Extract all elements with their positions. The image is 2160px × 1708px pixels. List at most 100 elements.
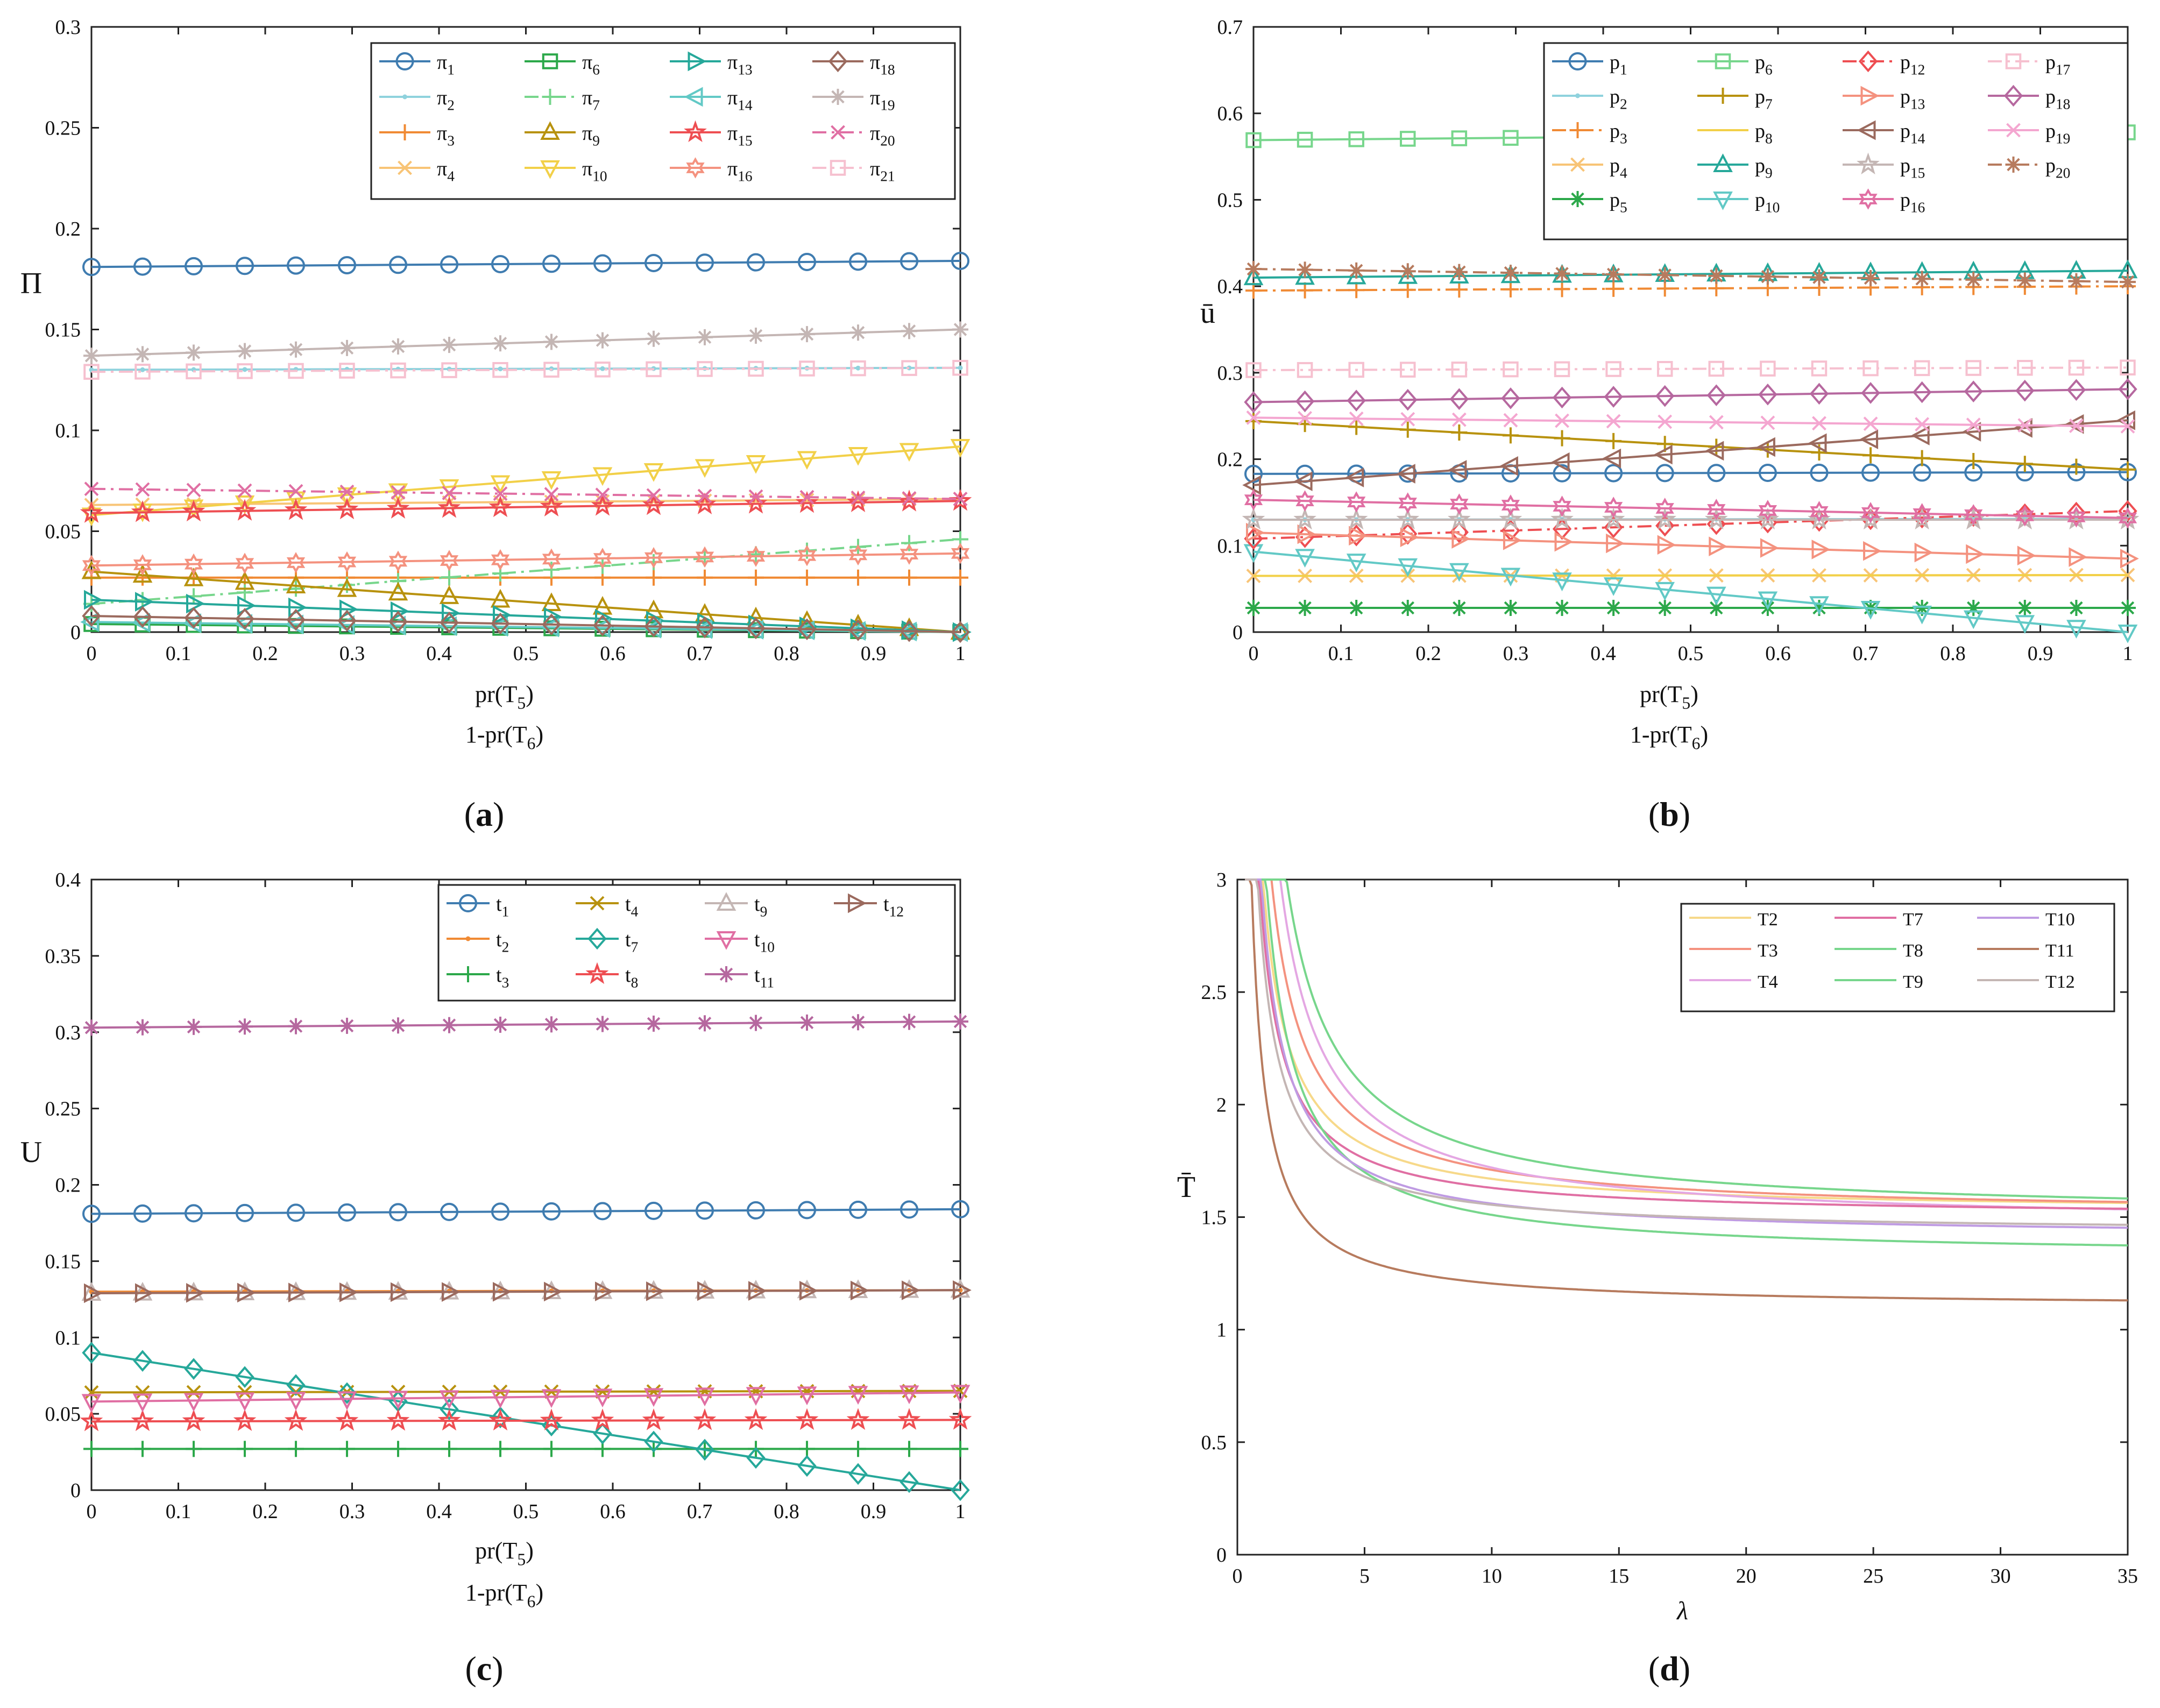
data-point: [953, 492, 968, 506]
data-point: [1398, 558, 1418, 577]
data-point: [286, 1392, 306, 1411]
series-line: [91, 1390, 961, 1394]
legend-marker: [2006, 123, 2021, 138]
x-tick-label: 0: [1249, 642, 1259, 665]
y-tick-label: 0: [1233, 621, 1243, 644]
data-point: [1653, 507, 1677, 530]
legend-marker: [542, 89, 558, 105]
data-point: [1344, 507, 1368, 530]
data-point: [541, 1280, 562, 1299]
data-point: [1297, 524, 1316, 544]
data-point: [442, 486, 457, 500]
x-tick-label: 35: [2117, 1565, 2138, 1587]
legend-label: t2: [496, 929, 509, 955]
data-point: [237, 1018, 253, 1035]
legend-entry: p8: [1697, 120, 1773, 147]
data-point: [1246, 522, 1265, 543]
data-point: [1295, 266, 1315, 285]
data-point: [1245, 282, 1262, 299]
data-point: [490, 1280, 511, 1300]
data-point: [1604, 386, 1623, 408]
x-tick-label: 0.6: [1765, 642, 1791, 665]
legend-box: [1543, 42, 2129, 240]
legend-marker: [459, 894, 477, 912]
data-point: [82, 1204, 101, 1223]
data-point: [186, 483, 201, 498]
legend-marker: [848, 893, 867, 913]
data-point: [82, 1342, 101, 1364]
data-point: [950, 1279, 971, 1298]
data-point: [386, 497, 410, 519]
legend-marker: [460, 966, 476, 982]
data-point: [2068, 273, 2085, 289]
data-point: [797, 618, 817, 641]
data-point: [851, 1280, 869, 1301]
x-tick-label: 0.2: [252, 1500, 278, 1523]
data-point: [799, 490, 815, 505]
data-point: [339, 1441, 355, 1457]
data-point: [2017, 360, 2033, 376]
data-point: [900, 620, 919, 642]
data-point: [1552, 572, 1572, 592]
data-point: [1297, 600, 1313, 616]
legend-entry: p2: [1552, 86, 1627, 112]
data-point: [1398, 388, 1418, 411]
series-π7: [83, 531, 968, 612]
data-point: [439, 585, 459, 604]
series-line: [91, 328, 961, 357]
y-tick-label: 0.25: [45, 1098, 81, 1121]
x-tick-label: 0.9: [861, 642, 887, 665]
data-point: [135, 1283, 154, 1303]
legend-label: π2: [437, 87, 455, 114]
data-point: [795, 1408, 819, 1430]
data-point: [1501, 494, 1520, 516]
data-point: [540, 494, 563, 516]
series-line: [1253, 285, 2128, 292]
series-line: [1253, 531, 2128, 560]
data-point: [1451, 600, 1468, 616]
data-point: [1962, 422, 1981, 442]
x-tick-label: 0.7: [1853, 642, 1879, 665]
data-point: [1656, 361, 1673, 377]
y-axis-label: ū: [1200, 296, 1215, 330]
data-point: [746, 1447, 766, 1469]
legend-entry: p10: [1697, 189, 1780, 216]
data-point: [1347, 491, 1366, 513]
y-tick-label: 0.05: [45, 1403, 81, 1426]
legend-entry: p20: [1988, 154, 2070, 181]
data-point: [1657, 535, 1676, 555]
data-point: [491, 549, 510, 571]
legend-entry: π2: [379, 87, 455, 114]
data-point: [643, 463, 664, 482]
data-point: [389, 256, 407, 274]
legend-entry: p9: [1697, 153, 1773, 181]
x-tick-label: 0.1: [166, 1500, 192, 1523]
data-point: [1298, 410, 1313, 426]
data-point: [1707, 464, 1726, 483]
series-t3: [83, 1441, 968, 1457]
data-point: [84, 1283, 103, 1303]
legend-label: t8: [625, 964, 638, 991]
data-point: [1708, 600, 1725, 616]
data-point: [848, 1463, 868, 1485]
data-point: [1605, 280, 1622, 297]
series-line-T11: [1245, 878, 2128, 1302]
data-point: [488, 1408, 512, 1431]
x-tick-label: 1: [2123, 642, 2133, 665]
data-point: [1448, 460, 1467, 480]
data-point: [1242, 475, 1261, 495]
series-t12: [84, 1280, 972, 1303]
data-point: [848, 447, 868, 466]
data-point: [1449, 521, 1469, 543]
data-point: [646, 1015, 662, 1032]
data-point: [83, 364, 100, 380]
legend-entry: π4: [379, 158, 455, 185]
data-point: [1293, 471, 1313, 492]
legend-entry: p7: [1697, 86, 1773, 112]
x-tick-label: 0.2: [252, 642, 278, 665]
data-point: [1400, 412, 1415, 427]
legend-marker: [2005, 157, 2022, 173]
data-point: [1965, 271, 1982, 288]
series-line: [1253, 366, 2128, 372]
data-point: [797, 1455, 817, 1477]
